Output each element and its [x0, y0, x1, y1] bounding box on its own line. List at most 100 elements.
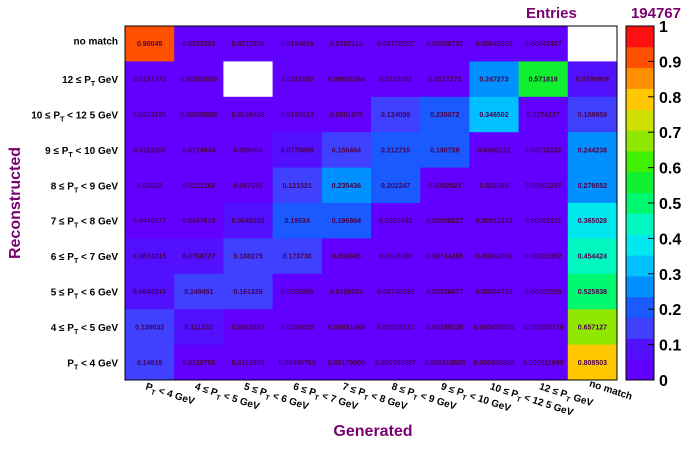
- cell-value-label: 0.0119205: [133, 147, 166, 154]
- x-tick-label-subscript: T: [313, 394, 320, 402]
- y-tick-label-subscript: T: [60, 117, 65, 124]
- heatmap-cell: [223, 167, 274, 204]
- cell-value-label: 0.034945: [332, 254, 361, 261]
- heatmap-cell: [321, 167, 372, 204]
- heatmap-cell: [272, 26, 323, 62]
- heatmap-cell: [469, 26, 520, 62]
- heatmap-cell: [125, 273, 175, 310]
- x-tick-label-subscript: T: [264, 394, 271, 402]
- y-tick-label: 8 ≤ PT < 9 GeV: [51, 181, 119, 194]
- entries-label: Entries: [526, 5, 577, 22]
- heatmap-cell: [223, 203, 274, 239]
- cell-value-label: 0.235436: [332, 183, 361, 190]
- cell-value-label: 0.202247: [381, 183, 410, 190]
- cell-value-label: 0.00121352: [525, 254, 562, 261]
- colorbar-tick-label: 0.2: [659, 302, 681, 319]
- y-tick-label-subscript: T: [74, 258, 79, 265]
- heatmap-cell: [567, 203, 618, 239]
- heatmap-cell: [223, 344, 274, 381]
- y-tick-label-subscript: T: [74, 187, 79, 194]
- colorbar-segment: [626, 317, 654, 339]
- colorbar-segment: [626, 109, 654, 131]
- colorbar-segment: [626, 255, 654, 277]
- colorbar-segment: [626, 130, 654, 152]
- heatmap-cell: [567, 344, 618, 381]
- heatmap-cell: [371, 344, 421, 381]
- heatmap-cell: [518, 61, 569, 98]
- heatmap-cell: [469, 238, 520, 275]
- cell-value-label: 0.00881488: [328, 324, 365, 331]
- y-tick-label-rest: < 9 GeV: [78, 181, 118, 192]
- cell-value-label: 0.247273: [479, 77, 508, 84]
- cell-value-label: 0.00642803: [476, 41, 513, 48]
- x-tick-label-subscript: T: [412, 394, 419, 402]
- cell-value-label: 0.000911999: [523, 360, 564, 367]
- x-tick-label: PT < 4 GeV: [143, 381, 196, 409]
- cell-value-label: 0.0226758: [182, 360, 215, 367]
- cell-value-label: 0.0127273: [133, 77, 166, 84]
- heatmap-cell: [272, 167, 323, 204]
- cell-value-label: 0.365028: [578, 218, 607, 225]
- y-tick-label-rest: GeV: [95, 75, 118, 86]
- x-tick-label-rest: < 4 GeV: [154, 385, 196, 408]
- x-tick-label-subscript: T: [362, 394, 369, 402]
- cell-value-label: 0.121521: [283, 183, 312, 190]
- y-tick-label-rest: < 6 GeV: [78, 288, 118, 299]
- heatmap-cell: [420, 273, 470, 310]
- cell-value-label: 0.0221262: [182, 183, 215, 190]
- heatmap-cell: [420, 344, 470, 381]
- heatmap-cell: [321, 238, 372, 275]
- heatmap-cell: [567, 132, 618, 169]
- heatmap-cell: [518, 132, 569, 169]
- y-tick-label-subscript: T: [74, 223, 79, 230]
- x-tick-label-subscript: T: [515, 396, 522, 404]
- heatmap-cell: [420, 132, 470, 169]
- cell-value-label: 0.0209188: [133, 112, 166, 119]
- y-tick-label-subscript: T: [91, 81, 96, 88]
- cell-value-label: 0.0580132: [477, 147, 510, 154]
- cell-value-label: 0.000458578: [474, 324, 515, 331]
- heatmap-cell: [420, 309, 470, 346]
- cell-value-label: 0.0674315: [133, 254, 166, 261]
- heatmap-cell: [420, 96, 470, 133]
- heatmap-cell: [567, 26, 618, 62]
- heatmap-cell: [371, 203, 421, 239]
- y-tick-label: 4 ≤ PT < 5 GeV: [51, 323, 119, 336]
- heatmap-cell: [469, 61, 520, 98]
- cell-value-label: 0.00748285: [377, 289, 414, 296]
- cell-value-label: 0.00284796: [476, 289, 513, 296]
- y-tick-label: 10 ≤ PT < 12 5 GeV: [31, 111, 118, 124]
- heatmap-cell: [272, 309, 323, 346]
- heatmap-cell: [420, 203, 470, 239]
- heatmap-cell: [125, 203, 175, 239]
- cell-value-label: 0.0102113: [330, 41, 363, 48]
- cell-value-label: 0.158959: [578, 112, 607, 119]
- heatmap-cell: [518, 26, 569, 62]
- y-tick-label-main: 5 ≤ P: [51, 288, 75, 299]
- heatmap-cell: [223, 273, 274, 310]
- heatmap-cell: [223, 26, 274, 62]
- y-tick-label: 5 ≤ PT < 6 GeV: [51, 288, 119, 301]
- cell-value-label: 0.0263252: [182, 41, 215, 48]
- cell-value-label: 0.00342041: [476, 254, 513, 261]
- heatmap-cell: [174, 203, 224, 239]
- heatmap-cell: [272, 238, 323, 275]
- cell-value-label: 0.02822: [137, 183, 162, 190]
- cell-value-label: 0.173736: [283, 254, 312, 261]
- y-tick-label-rest: < 10 GeV: [73, 146, 119, 157]
- cell-value-label: 0.00913242: [476, 218, 513, 225]
- cell-value-label: 0.808503: [578, 360, 607, 367]
- heatmap-cell: [469, 132, 520, 169]
- heatmap-cell: [469, 309, 520, 346]
- cell-value-label: 0.346502: [479, 112, 508, 119]
- heatmap-cell: [174, 238, 224, 275]
- heatmap-cell: [371, 238, 421, 275]
- cell-value-label: 0.0274227: [527, 112, 560, 119]
- cell-value-label: 0.0119556: [232, 360, 265, 367]
- heatmap-cell: [321, 61, 372, 98]
- heatmap-cell: [272, 273, 323, 310]
- heatmap-cell: [321, 132, 372, 169]
- y-tick-label-subscript: T: [74, 294, 79, 301]
